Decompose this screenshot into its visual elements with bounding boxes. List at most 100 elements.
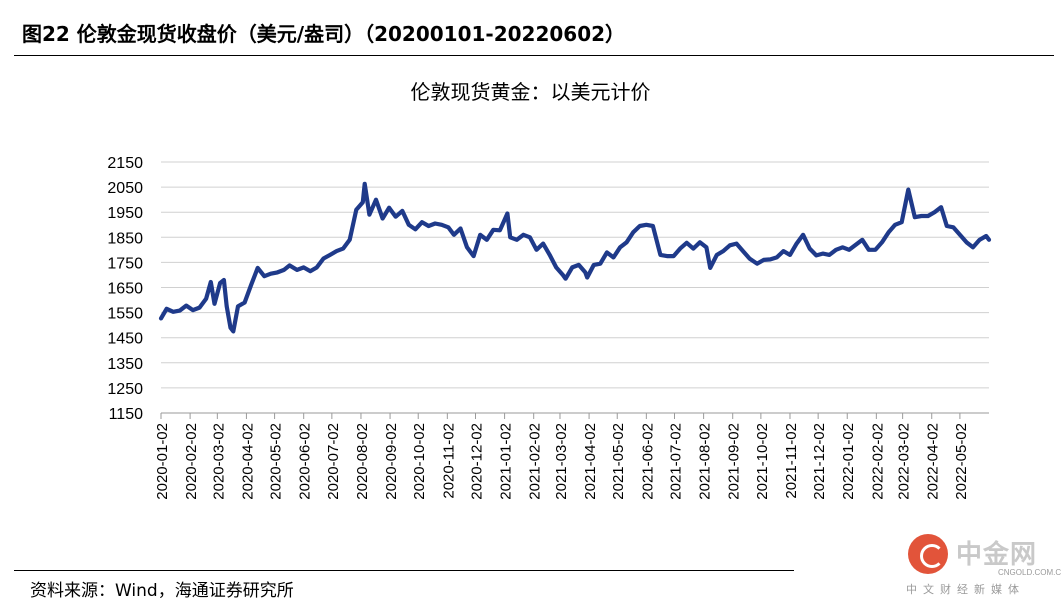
x-tick-label: 2020-05-02: [268, 423, 285, 500]
data-point: [631, 230, 635, 234]
data-point: [171, 310, 175, 314]
data-point: [302, 265, 306, 269]
data-point: [728, 243, 732, 247]
data-point: [821, 252, 825, 256]
x-tick-label: 2021-12-02: [811, 423, 828, 500]
data-point: [698, 240, 702, 244]
data-point: [367, 213, 371, 217]
x-tick-label: 2021-03-02: [553, 423, 570, 500]
y-axis: 1150 1250 1350 1450 1550 1650 1750 1850 1950 2050…: [107, 155, 143, 423]
data-point: [374, 198, 378, 202]
data-point: [801, 233, 805, 237]
data-point: [282, 268, 286, 272]
gold-price-line: [158, 181, 992, 334]
x-tick-label: 2022-03-02: [896, 423, 913, 500]
data-point: [691, 247, 695, 251]
x-tick-label: 2020-08-02: [354, 423, 371, 500]
data-point: [755, 262, 759, 266]
data-point: [880, 240, 884, 244]
y-tick-label: 1950: [107, 205, 143, 222]
data-point: [315, 265, 319, 269]
data-point: [505, 211, 509, 216]
x-tick-label: 2021-10-02: [754, 423, 771, 500]
x-tick-label: 2020-07-02: [325, 423, 342, 500]
data-point: [295, 268, 299, 272]
data-point: [893, 223, 897, 227]
data-point: [554, 265, 558, 269]
data-point: [256, 266, 260, 270]
data-point: [685, 241, 689, 245]
data-point: [814, 253, 818, 257]
data-point: [159, 316, 163, 320]
y-tick-label: 1250: [107, 381, 143, 398]
x-tick-label: 2021-06-02: [639, 423, 656, 500]
data-point: [433, 221, 437, 226]
x-tick-label: 2020-11-02: [440, 423, 457, 499]
x-axis: 2020-01-02 2020-02-02 2020-03-02 2020-04-02…: [154, 413, 970, 500]
data-points: [159, 182, 991, 333]
data-point: [231, 329, 235, 333]
data-point: [275, 270, 279, 274]
x-tick-label: 2020-06-02: [297, 423, 314, 500]
x-tick-label: 2021-01-02: [498, 423, 515, 500]
source-note: 资料来源：Wind，海通证券研究所: [30, 581, 294, 601]
data-point: [521, 233, 526, 237]
data-point: [564, 277, 568, 281]
data-point: [775, 255, 779, 259]
x-tick-label: 2021-08-02: [697, 423, 714, 500]
data-point: [638, 224, 642, 228]
data-point: [407, 223, 411, 227]
data-point: [243, 301, 247, 305]
data-point: [561, 273, 565, 277]
data-point: [321, 257, 325, 261]
data-point: [465, 245, 469, 249]
data-point: [570, 265, 574, 269]
data-point: [651, 224, 655, 228]
data-point: [222, 278, 226, 282]
data-point: [197, 306, 202, 310]
y-tick-label: 2150: [107, 155, 143, 172]
data-point: [951, 225, 955, 229]
y-tick-label: 1350: [107, 356, 143, 373]
x-tick-label: 2020-02-02: [183, 423, 200, 500]
data-point: [945, 224, 949, 228]
data-point: [900, 220, 904, 224]
data-point: [413, 227, 417, 231]
data-point: [363, 182, 367, 186]
data-point: [873, 248, 878, 252]
data-point: [964, 240, 969, 244]
data-point: [887, 230, 891, 234]
x-tick-label: 2021-05-02: [610, 423, 627, 500]
data-point: [618, 245, 622, 249]
data-point: [191, 308, 195, 312]
y-tick-label: 2050: [107, 180, 143, 197]
data-point: [446, 225, 450, 229]
data-point: [236, 304, 240, 308]
data-point: [919, 214, 924, 218]
data-point: [548, 253, 552, 257]
x-tick-label: 2021-04-02: [582, 423, 599, 500]
y-tick-label: 1650: [107, 281, 143, 298]
chart-title: 伦敦现货黄金：以美元计价: [410, 80, 651, 104]
data-point: [788, 253, 792, 257]
bottom-rule: [14, 570, 794, 571]
data-point: [625, 240, 629, 244]
data-point: [204, 297, 208, 301]
data-point: [748, 257, 752, 261]
data-point: [583, 270, 587, 274]
data-point: [847, 248, 851, 252]
data-point: [228, 326, 233, 330]
data-point: [734, 242, 739, 246]
data-point: [288, 263, 292, 267]
data-point: [452, 233, 456, 237]
x-tick-label: 2020-04-02: [239, 423, 256, 500]
x-tick-label: 2021-09-02: [726, 423, 743, 500]
data-point: [665, 254, 669, 258]
x-tick-label: 2020-10-02: [411, 423, 428, 500]
data-point: [795, 242, 799, 246]
data-point: [926, 214, 930, 218]
data-point: [249, 283, 253, 287]
data-point: [478, 233, 482, 237]
data-point: [515, 238, 519, 242]
data-point: [212, 302, 217, 306]
